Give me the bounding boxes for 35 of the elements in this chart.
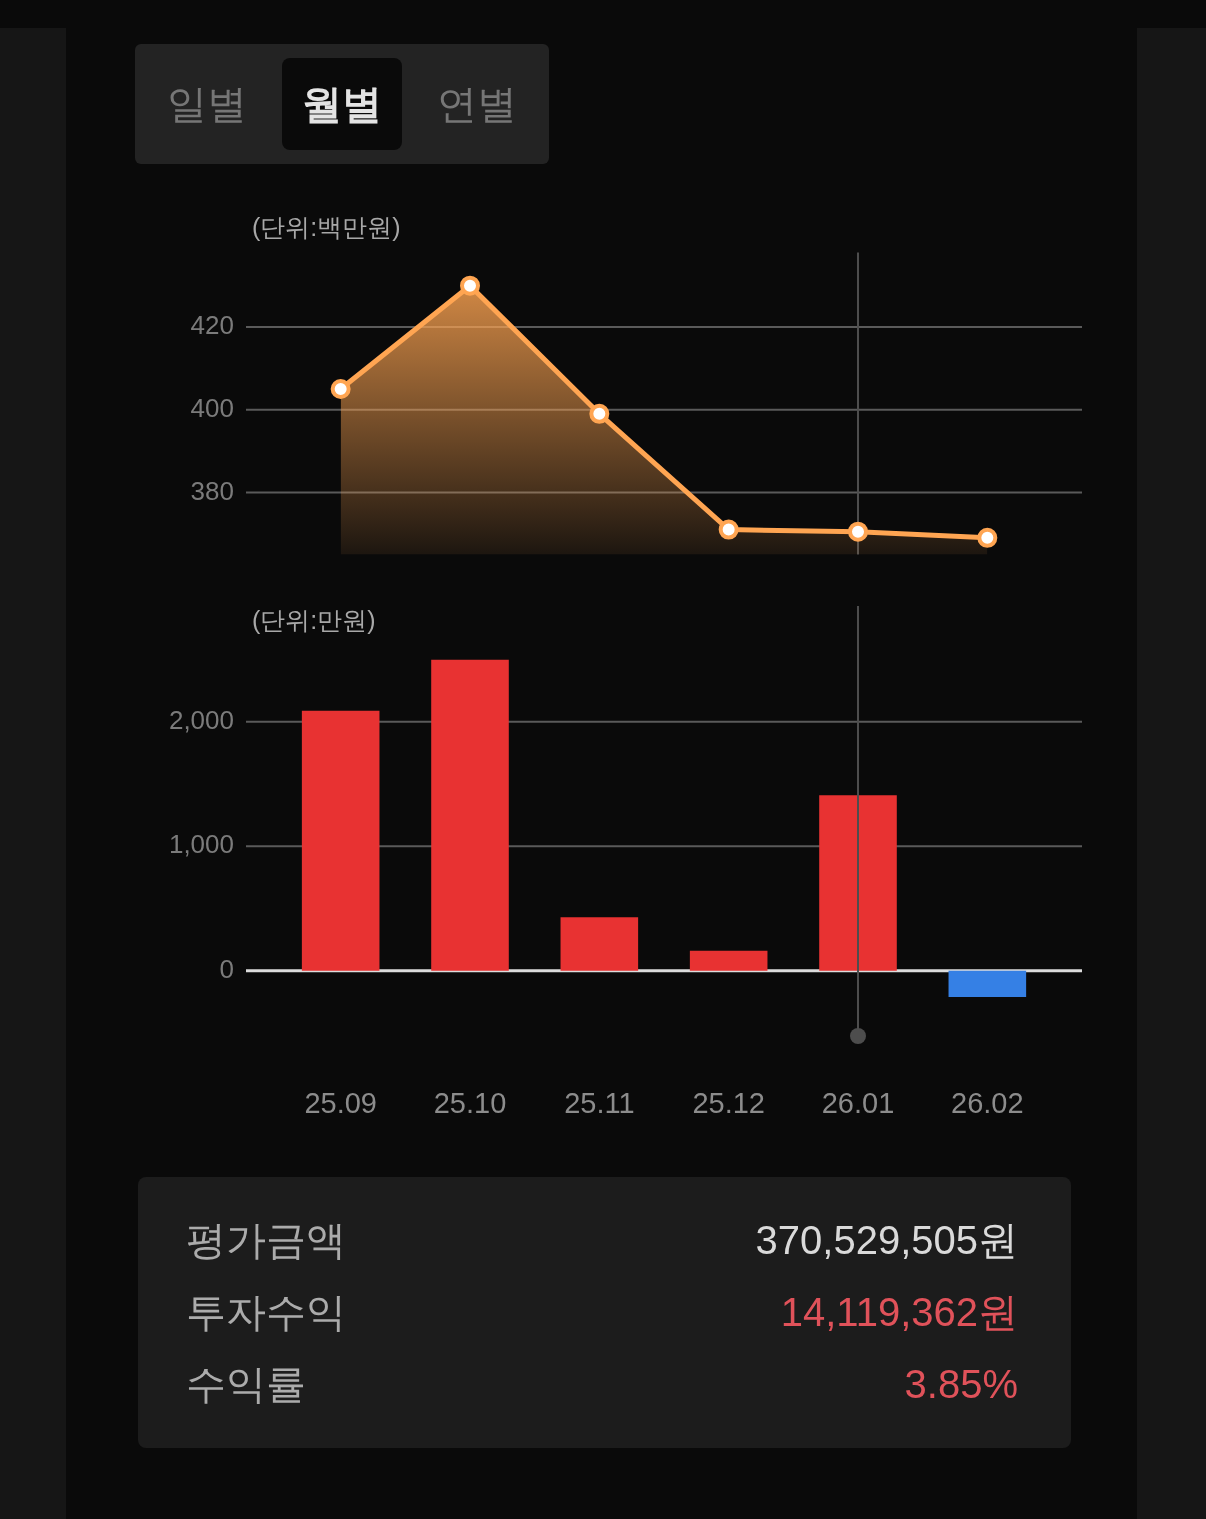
x-tick-label: 25.12: [692, 1087, 765, 1120]
y-axis-title: (단위:만원): [252, 605, 376, 634]
bar: [301, 710, 380, 971]
tab-button[interactable]: 월별: [282, 58, 402, 150]
y-tick-label: 420: [190, 310, 234, 341]
text: 14,119,362원: [780, 1288, 1018, 1336]
text: 3.85%: [904, 1361, 1018, 1407]
y-tick-label: 0: [219, 953, 234, 984]
bar: [431, 659, 509, 971]
bar: [819, 795, 897, 971]
x-tick-label: 25.10: [433, 1087, 507, 1120]
text: 평가금액: [186, 1216, 346, 1264]
text: 수익률: [186, 1360, 306, 1408]
y-tick-label: 1,000: [168, 829, 234, 860]
y-tick-label: 2,000: [168, 705, 234, 736]
x-tick-label: 26.01: [821, 1087, 895, 1120]
point: [460, 275, 480, 296]
x-tick-label: 26.02: [951, 1087, 1024, 1120]
text: 370,529,505원: [755, 1216, 1018, 1264]
point: [589, 403, 610, 424]
bar: [689, 950, 768, 971]
tab-button[interactable]: 일별: [147, 58, 267, 150]
point: [977, 527, 998, 548]
y-tick-label: 400: [190, 392, 234, 423]
tab-button[interactable]: 연별: [417, 58, 537, 150]
bar: [560, 917, 639, 971]
text: 투자수익: [186, 1288, 346, 1336]
point: [848, 521, 868, 542]
x-tick-label: 25.09: [304, 1087, 377, 1120]
bar: [948, 970, 1027, 997]
point: [718, 519, 739, 540]
x-tick-label: 25.11: [564, 1087, 635, 1120]
point: [330, 379, 351, 400]
y-axis-title: (단위:백만원): [252, 212, 401, 241]
y-tick-label: 380: [190, 475, 234, 506]
